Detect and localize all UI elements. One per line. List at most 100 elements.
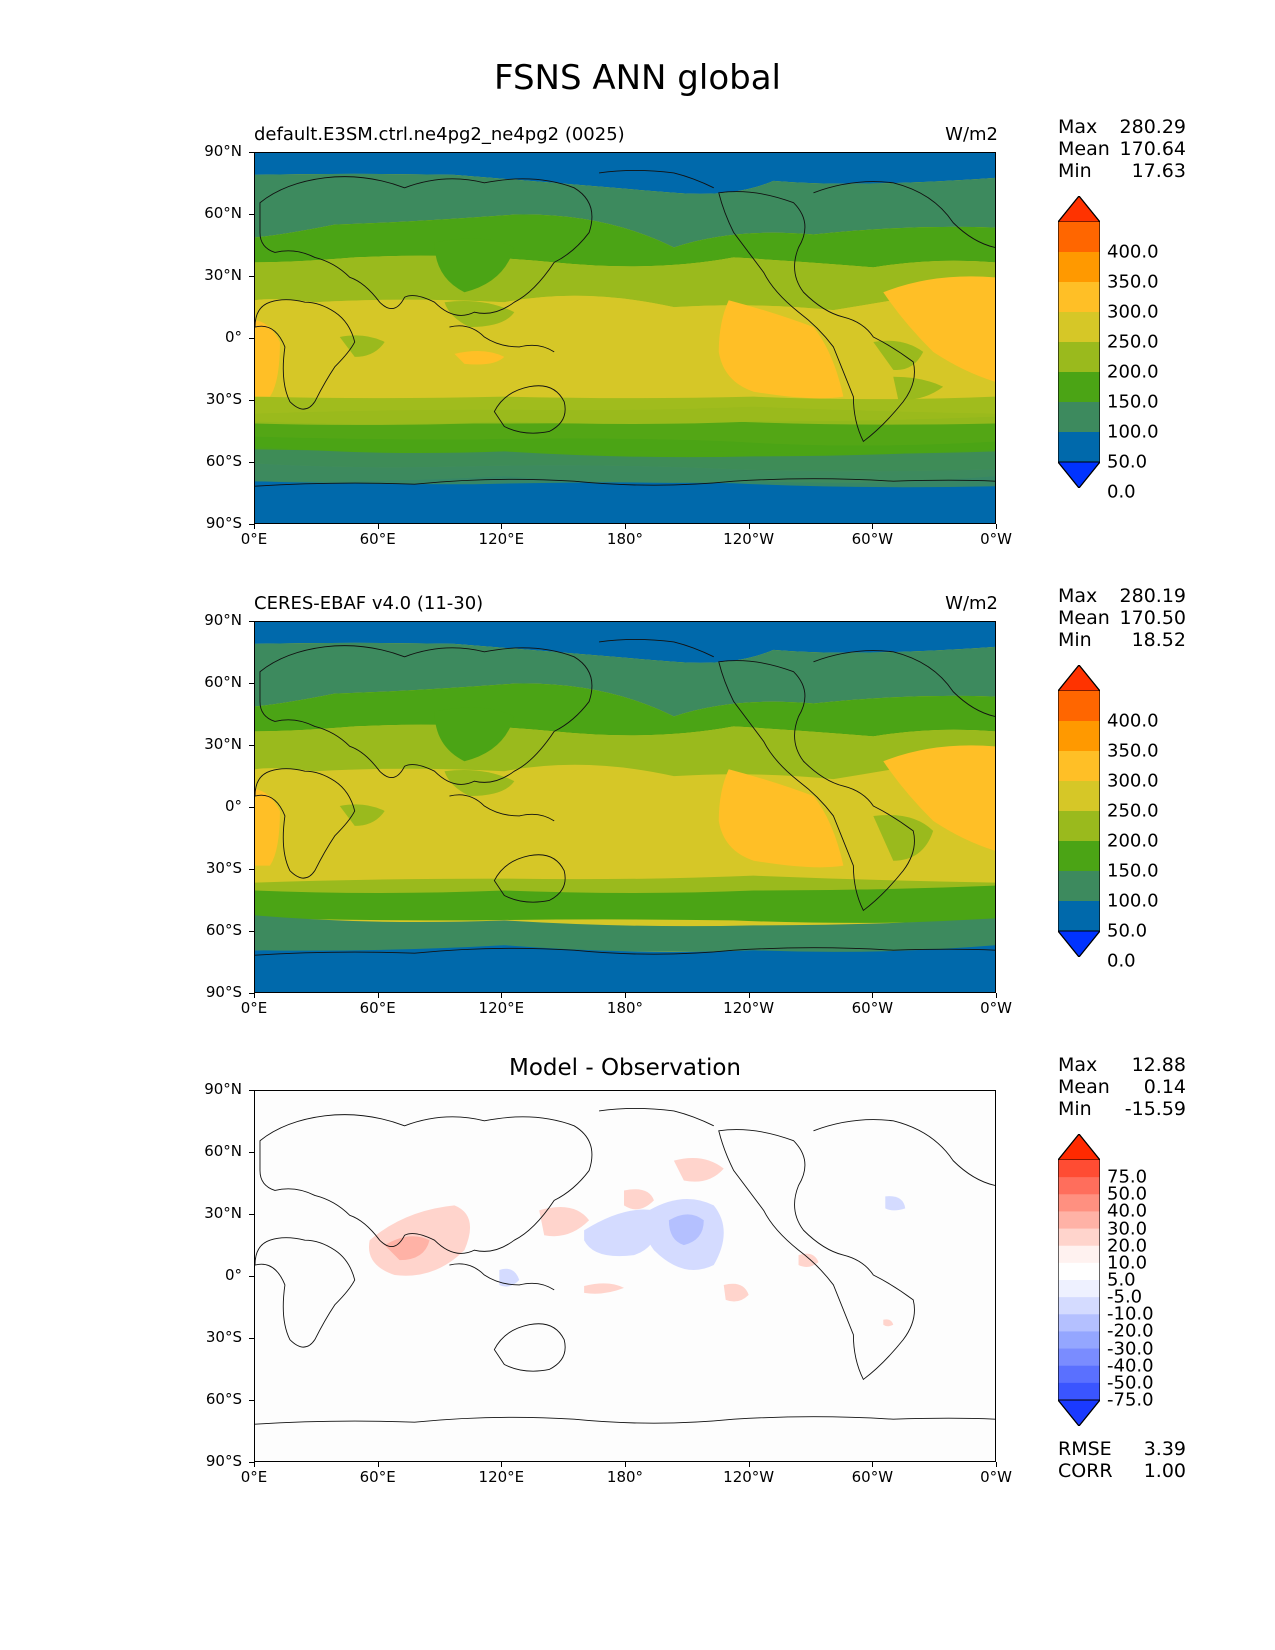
x-tick-mark — [748, 1462, 750, 1467]
colorbar-label: 250.0 — [1107, 331, 1159, 353]
max-value: 280.19 — [1119, 585, 1186, 607]
x-tick-mark — [377, 993, 379, 998]
corr-label: CORR — [1058, 1460, 1113, 1482]
x-tick-mark — [501, 524, 503, 529]
colorbar-label: -5.0 — [1107, 1286, 1143, 1308]
y-tick-label: 60°N — [204, 673, 242, 691]
colorbar-segment — [1058, 841, 1100, 872]
y-tick-label: 30°N — [204, 735, 242, 753]
stats-box: Max 280.29 Mean 170.64 Min 17.63 — [1058, 116, 1186, 182]
y-tick-mark — [249, 1090, 254, 1091]
colorbar-segment — [1058, 1365, 1100, 1384]
colorbar — [1058, 196, 1100, 488]
max-label: Max — [1058, 116, 1098, 138]
colorbar-segment — [1058, 402, 1100, 433]
panel-title: CERES-EBAF v4.0 (11-30) — [254, 593, 484, 614]
units-label: W/m2 — [945, 124, 998, 145]
colorbar-label: 50.0 — [1107, 920, 1148, 942]
y-tick-mark — [249, 869, 254, 870]
colorbar-label: 100.0 — [1107, 890, 1159, 912]
x-tick-label: 60°E — [359, 999, 396, 1017]
y-tick-label: 30°N — [204, 1204, 242, 1222]
y-tick-label: 30°N — [204, 266, 242, 284]
x-tick-mark — [501, 1462, 503, 1467]
colorbar-label: 0.0 — [1107, 481, 1136, 503]
x-tick-label: 0°E — [240, 1468, 268, 1486]
x-tick-mark — [625, 1462, 626, 1467]
map-difference — [254, 1090, 996, 1462]
colorbar-label: 10.0 — [1107, 1252, 1148, 1274]
y-tick-mark — [249, 524, 254, 525]
x-tick-label: 120°E — [478, 1468, 525, 1486]
max-label: Max — [1058, 585, 1098, 607]
corr-value: 1.00 — [1143, 1460, 1186, 1482]
colorbar-label: 30.0 — [1107, 1218, 1148, 1240]
colorbar-label: 350.0 — [1107, 271, 1159, 293]
y-tick-mark — [249, 1214, 254, 1215]
colorbar-label: -20.0 — [1107, 1320, 1154, 1342]
y-tick-mark — [249, 400, 254, 401]
y-tick-mark — [249, 1462, 254, 1463]
y-tick-mark — [249, 621, 254, 622]
colorbar-label: 100.0 — [1107, 421, 1159, 443]
x-tick-label: 120°E — [478, 999, 525, 1017]
x-tick-label: 120°E — [478, 530, 525, 548]
colorbar-label: 50.0 — [1107, 1183, 1148, 1205]
colorbar-segment — [1058, 1177, 1100, 1195]
y-tick-mark — [249, 807, 254, 808]
x-tick-mark — [872, 993, 874, 998]
colorbar-segment — [1058, 781, 1100, 812]
colorbar — [1058, 665, 1100, 957]
y-tick-label: 30°S — [205, 1328, 242, 1346]
colorbar-segment — [1058, 342, 1100, 373]
panel-observation: CERES-EBAF v4.0 (11-30) W/m2 Max 280.19 M… — [0, 469, 1275, 1017]
panel-title: Model - Observation — [508, 1055, 742, 1081]
y-tick-label: 60°N — [204, 1142, 242, 1160]
y-tick-label: 0° — [224, 1266, 242, 1284]
y-tick-label: 0° — [224, 797, 242, 815]
colorbar-segment — [1058, 282, 1100, 313]
colorbar-label: 200.0 — [1107, 830, 1159, 852]
y-tick-label: 60°S — [205, 452, 242, 470]
colorbar-label: 300.0 — [1107, 770, 1159, 792]
colorbar-label: 20.0 — [1107, 1235, 1148, 1257]
x-tick-label: 180° — [606, 530, 644, 548]
x-tick-mark — [625, 993, 626, 998]
rmse-label: RMSE — [1058, 1438, 1112, 1460]
y-tick-label: 90°N — [204, 142, 242, 160]
colorbar-label: -40.0 — [1107, 1355, 1154, 1377]
colorbar-label: 300.0 — [1107, 301, 1159, 323]
colorbar-label: 400.0 — [1107, 241, 1159, 263]
min-label: Min — [1058, 160, 1092, 182]
mean-value: 170.50 — [1119, 607, 1186, 629]
colorbar-segment — [1058, 1211, 1100, 1230]
mean-label: Mean — [1058, 1076, 1110, 1098]
y-tick-mark — [249, 338, 254, 339]
x-tick-label: 60°E — [359, 1468, 396, 1486]
y-tick-label: 90°N — [204, 1080, 242, 1098]
x-tick-label: 60°W — [851, 1468, 894, 1486]
x-tick-label: 180° — [606, 999, 644, 1017]
colorbar-label: 5.0 — [1107, 1269, 1136, 1291]
y-tick-mark — [249, 152, 254, 153]
colorbar-label: 50.0 — [1107, 451, 1148, 473]
panel-model: default.E3SM.ctrl.ne4pg2_ne4pg2 (0025) W… — [0, 0, 1275, 548]
x-tick-label: 120°W — [723, 1468, 775, 1486]
map-model — [254, 152, 996, 524]
colorbar-label: 150.0 — [1107, 860, 1159, 882]
x-tick-label: 60°W — [851, 999, 894, 1017]
panel-difference: Model - Observation Max 12.88 Mean 0.14 Mi… — [0, 938, 1275, 1486]
y-tick-label: 60°S — [205, 1390, 242, 1408]
colorbar-segment — [1058, 691, 1100, 722]
colorbar-segment — [1058, 1262, 1100, 1281]
colorbar-label: 75.0 — [1107, 1166, 1148, 1188]
x-tick-label: 0°W — [980, 530, 1012, 548]
colorbar-segment — [1058, 372, 1100, 403]
colorbar-segment — [1058, 1382, 1100, 1401]
min-value: 18.52 — [1131, 629, 1186, 651]
x-tick-label: 0°E — [240, 530, 268, 548]
colorbar-segment — [1058, 811, 1100, 842]
y-tick-mark — [249, 1400, 254, 1401]
x-tick-mark — [254, 1462, 255, 1467]
y-tick-label: 90°S — [205, 1452, 242, 1470]
